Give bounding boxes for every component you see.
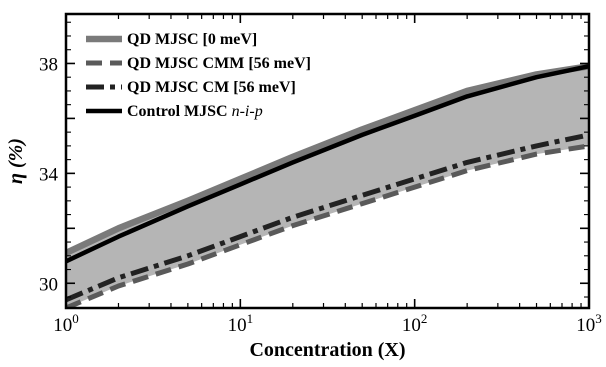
- shaded-band: [66, 66, 589, 308]
- x-tick-label: 103: [576, 311, 602, 336]
- y-axis-title: η (%): [5, 138, 27, 184]
- shaded-band-layer: [66, 66, 589, 308]
- legend-label: QD MJSC CM [56 meV]: [127, 79, 296, 96]
- series-line-qd-mjsc-0-mev: [66, 62, 589, 256]
- x-axis-title: Concentration (X): [249, 339, 405, 361]
- plot-frame: [64, 12, 591, 310]
- series-line-qd-mjsc-cmm-56-mev: [66, 143, 589, 308]
- x-tick-label: 100: [53, 311, 79, 336]
- series-line-control-mjsc-n-i-p: [66, 63, 589, 264]
- legend-label: QD MJSC [0 meV]: [127, 31, 257, 48]
- x-tick-label: 102: [402, 311, 428, 336]
- series-line-qd-mjsc-cm-56-mev: [66, 132, 589, 303]
- series-layer: [66, 62, 589, 308]
- tick-layer: 100 101 102 103 30 34 38: [39, 14, 602, 336]
- y-tick-label: 38: [39, 54, 58, 75]
- legend-label: QD MJSC CMM [56 meV]: [127, 55, 311, 72]
- legend: QD MJSC [0 meV] QD MJSC CMM [56 meV] QD MJ…: [86, 31, 311, 120]
- y-tick-label: 34: [39, 164, 59, 185]
- x-tick-label: 101: [228, 311, 253, 336]
- y-tick-label: 30: [39, 274, 58, 295]
- legend-label: Control MJSC n-i-p: [127, 103, 263, 120]
